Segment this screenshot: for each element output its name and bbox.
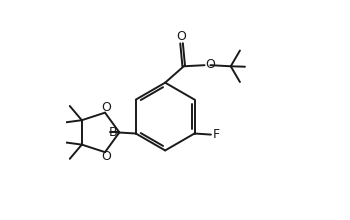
Text: O: O xyxy=(205,58,215,71)
Text: O: O xyxy=(101,150,111,163)
Text: O: O xyxy=(177,30,187,43)
Text: B: B xyxy=(109,126,118,139)
Text: F: F xyxy=(213,128,220,141)
Text: O: O xyxy=(101,101,111,114)
